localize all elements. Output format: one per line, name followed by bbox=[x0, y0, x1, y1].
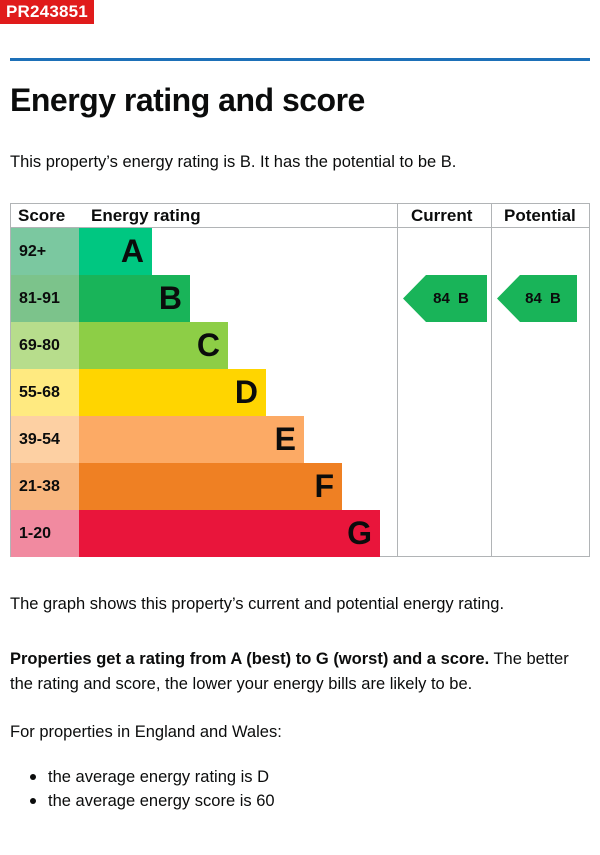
potential-rating-arrow: 84 B bbox=[497, 275, 577, 322]
band-score: 21-38 bbox=[11, 463, 79, 510]
band-bar: B bbox=[79, 275, 190, 322]
current-rating-label: 84 B bbox=[433, 290, 469, 307]
band-letter: B bbox=[158, 280, 182, 316]
band-score: 92+ bbox=[11, 228, 79, 275]
average-rating-item: the average energy rating is D bbox=[10, 765, 275, 789]
potential-column-divider bbox=[491, 204, 492, 556]
potential-rating-label: 84 B bbox=[525, 290, 561, 307]
score-column-header: Score bbox=[18, 206, 66, 225]
band-score: 1-20 bbox=[11, 510, 79, 557]
current-column-divider bbox=[397, 204, 398, 556]
average-score-item: the average energy score is 60 bbox=[10, 789, 275, 813]
ratings-explanation-rest: The better the rating and score, the low… bbox=[10, 650, 569, 693]
band-score: 69-80 bbox=[11, 322, 79, 369]
potential-column-header: Potential bbox=[504, 206, 576, 225]
ratings-explanation-bold: Properties get a rating from A (best) to… bbox=[10, 650, 490, 668]
current-rating-arrow: 84 B bbox=[403, 275, 487, 322]
band-bar: D bbox=[79, 369, 266, 416]
band-bar: F bbox=[79, 463, 342, 510]
band-letter: F bbox=[314, 468, 334, 504]
band-letter: G bbox=[347, 515, 372, 551]
band-bar: A bbox=[79, 228, 152, 275]
band-score: 39-54 bbox=[11, 416, 79, 463]
band-letter: D bbox=[234, 374, 258, 410]
energy-rating-chart: Score Energy rating Current Potential 92… bbox=[10, 203, 590, 557]
graph-explanation: The graph shows this property’s current … bbox=[10, 595, 505, 613]
band-score: 81-91 bbox=[11, 275, 79, 322]
averages-list: the average energy rating is D the avera… bbox=[10, 765, 275, 813]
section-divider bbox=[10, 58, 590, 61]
energy-rating-column-header: Energy rating bbox=[91, 206, 201, 225]
band-bar: G bbox=[79, 510, 380, 557]
band-letter: A bbox=[120, 233, 144, 269]
band-letter: C bbox=[196, 327, 220, 363]
band-bar: E bbox=[79, 416, 304, 463]
rating-summary: This property’s energy rating is B. It h… bbox=[10, 153, 457, 171]
page-title: Energy rating and score bbox=[10, 82, 365, 118]
band-bar: C bbox=[79, 322, 228, 369]
current-column-header: Current bbox=[411, 206, 473, 225]
ratings-explanation: Properties get a rating from A (best) to… bbox=[10, 647, 590, 697]
band-score: 55-68 bbox=[11, 369, 79, 416]
region-note: For properties in England and Wales: bbox=[10, 723, 282, 741]
reference-badge: PR243851 bbox=[0, 0, 94, 24]
band-letter: E bbox=[274, 421, 296, 457]
header-divider bbox=[11, 227, 589, 228]
